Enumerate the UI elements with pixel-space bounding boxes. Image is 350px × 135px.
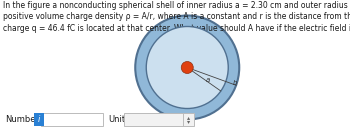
Text: Units: Units xyxy=(108,115,130,124)
Text: Number: Number xyxy=(5,115,39,124)
Text: i: i xyxy=(38,115,40,124)
Text: a: a xyxy=(205,77,210,82)
Bar xyxy=(124,113,194,126)
Text: b: b xyxy=(232,80,237,86)
Text: ▴: ▴ xyxy=(187,115,190,120)
Ellipse shape xyxy=(181,62,193,73)
Text: In the figure a nonconducting spherical shell of inner radius a = 2.30 cm and ou: In the figure a nonconducting spherical … xyxy=(3,1,350,33)
Bar xyxy=(41,113,103,126)
Ellipse shape xyxy=(135,16,239,119)
Bar xyxy=(34,113,44,126)
Ellipse shape xyxy=(146,26,228,109)
Text: ▾: ▾ xyxy=(187,119,190,124)
